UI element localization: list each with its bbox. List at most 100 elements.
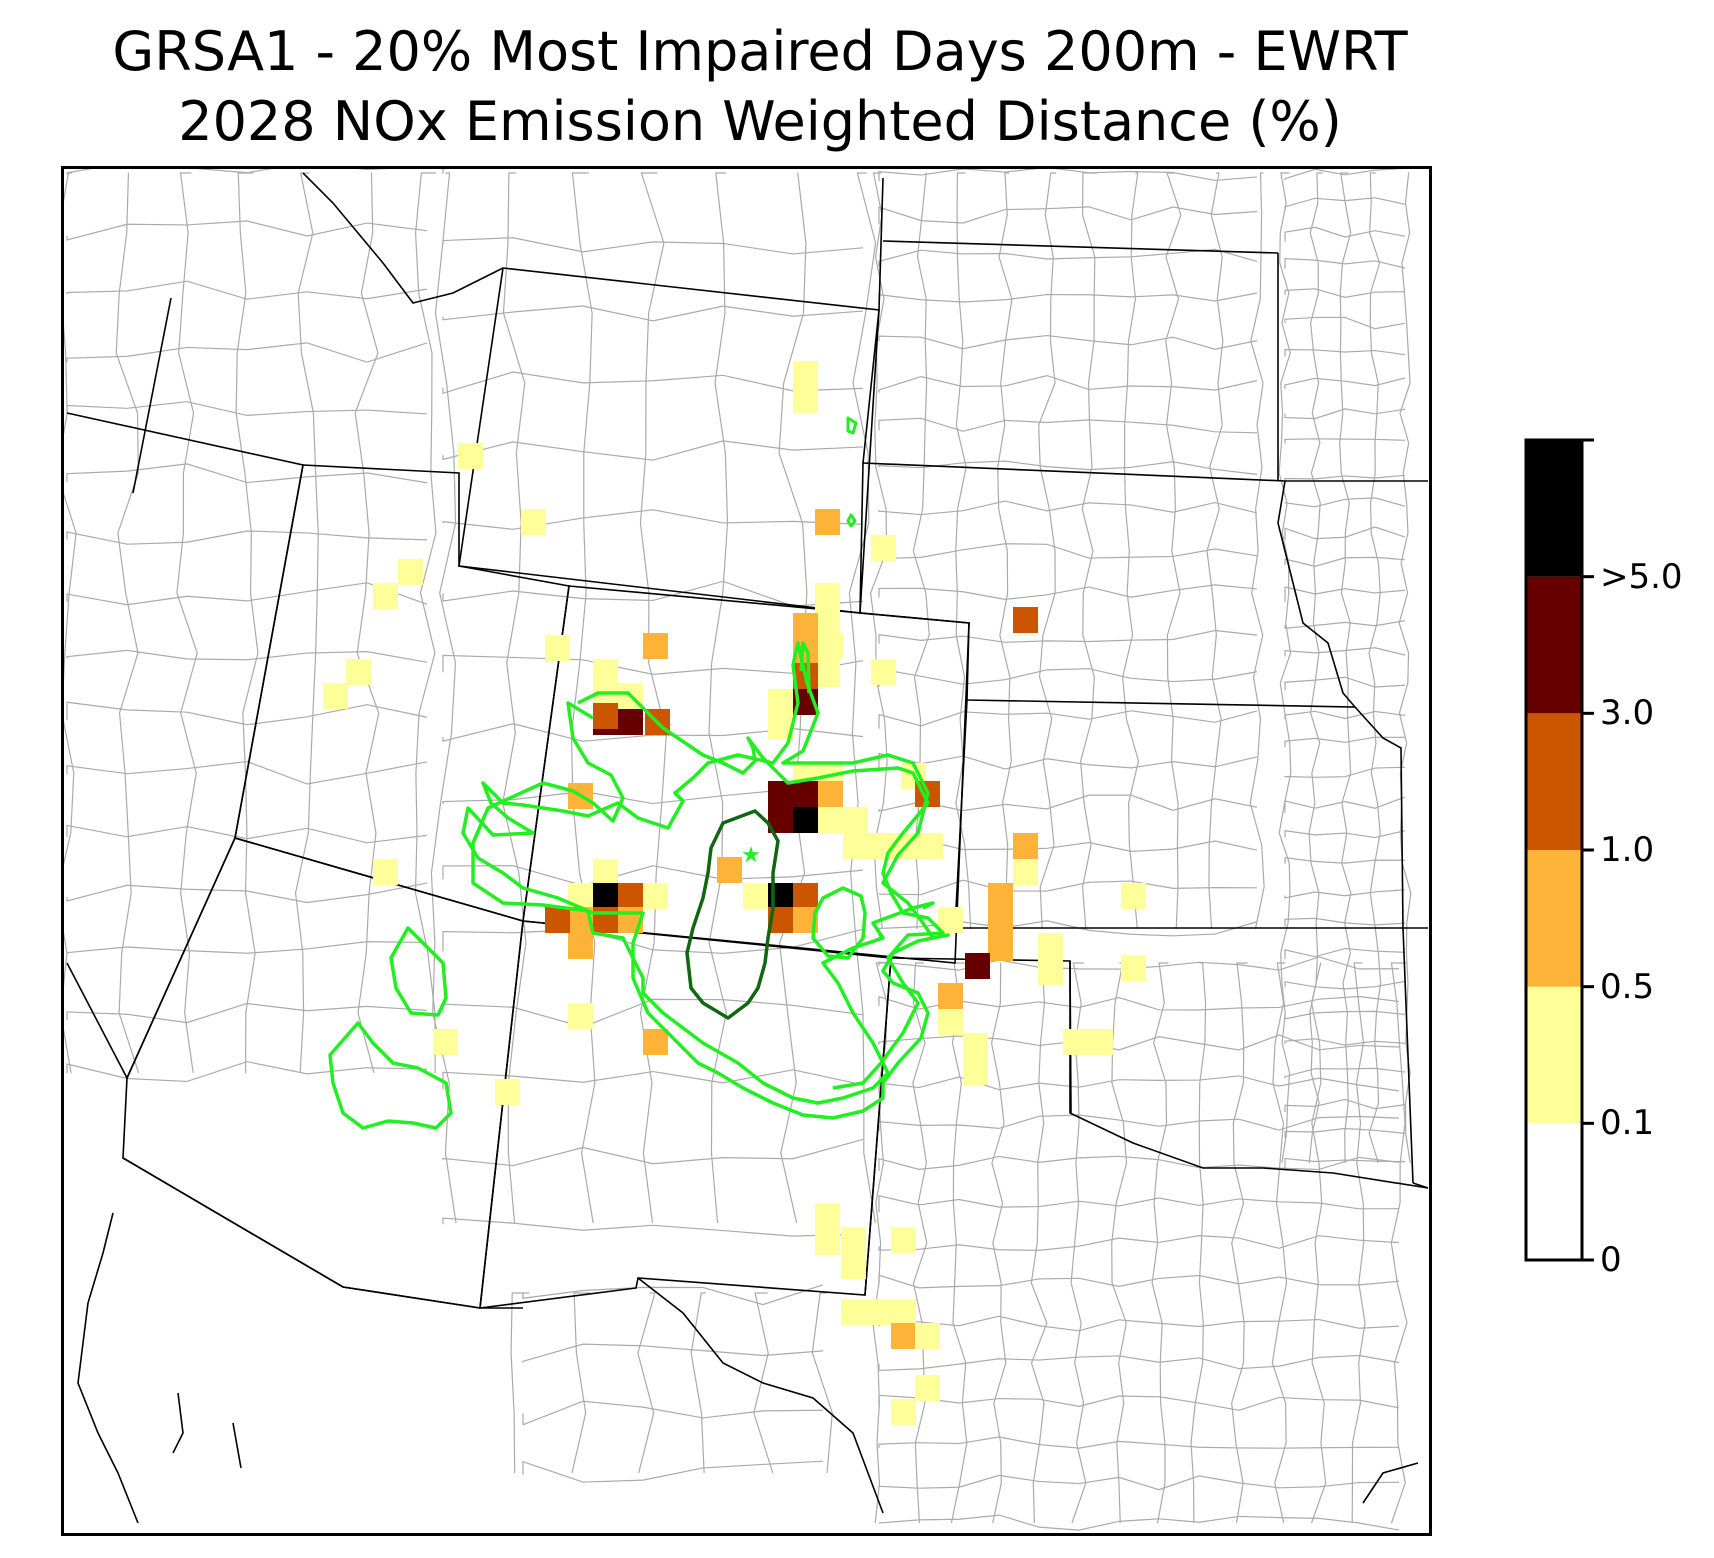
county-line (115, 172, 140, 1074)
emission-cell (593, 659, 618, 685)
county-line (912, 962, 928, 1524)
emission-cell (1013, 859, 1038, 885)
county-line (235, 172, 259, 1074)
county-line (990, 962, 1007, 1524)
emission-cell (871, 659, 896, 685)
emission-cell (545, 635, 570, 661)
county-line (442, 998, 864, 1028)
colorbar-tick-label: 0 (1600, 1240, 1622, 1280)
county-line (955, 172, 972, 930)
colorbar-bin (1526, 1123, 1582, 1260)
emission-cell (818, 807, 843, 833)
emission-cell (568, 1003, 593, 1029)
county-line (1390, 962, 1408, 1524)
county-line (1284, 226, 1406, 242)
emission-cell (793, 361, 818, 413)
emission-cell (938, 1009, 963, 1035)
county-line (1284, 526, 1406, 540)
emission-cell (793, 883, 818, 909)
county-line (878, 1274, 1400, 1289)
county-line (66, 220, 428, 241)
county-line (878, 1034, 1400, 1051)
emission-cell (346, 659, 371, 685)
county-line (870, 172, 888, 930)
colorbar-bin (1526, 850, 1582, 987)
county-line (1284, 796, 1406, 813)
county-line (64, 172, 77, 1074)
county-line (878, 668, 1258, 687)
county-line (1284, 169, 1404, 181)
county-line (66, 649, 428, 663)
county-line (1284, 474, 1406, 483)
county-line (878, 1195, 1400, 1213)
county-line (878, 794, 1258, 813)
emission-cell (841, 1299, 916, 1325)
county-line (1030, 962, 1048, 1524)
county-line (690, 1292, 706, 1474)
colorbar-bin (1526, 440, 1582, 577)
county-line (1284, 497, 1406, 508)
county-line (878, 1155, 1400, 1171)
county-line (1368, 172, 1382, 1164)
county-line (753, 1292, 774, 1474)
county-line (354, 172, 380, 1074)
county-line (1284, 1010, 1406, 1020)
county-line (878, 920, 1258, 938)
county-line (522, 1343, 824, 1363)
coastline-gulf (1362, 1462, 1419, 1504)
county-line (1284, 586, 1406, 603)
county-line (1206, 172, 1224, 930)
county-line (1284, 377, 1406, 390)
county-line (1284, 316, 1406, 330)
county-line (1284, 947, 1406, 960)
county-line (442, 305, 864, 322)
colorbar-bin (1526, 986, 1582, 1124)
county-line (878, 1114, 1400, 1132)
county-line (1249, 172, 1265, 930)
county-line (878, 169, 1258, 182)
county-line (1111, 962, 1128, 1524)
emission-cell (1013, 607, 1038, 633)
emission-cell (373, 583, 398, 609)
county-line (1284, 889, 1406, 899)
county-line (176, 172, 198, 1074)
contour-outer-north (471, 701, 935, 1105)
county-line (878, 1075, 1400, 1093)
county-line (878, 710, 1258, 729)
county-line (510, 1292, 530, 1474)
state-border-montana-north (132, 297, 172, 494)
county-line (878, 500, 1258, 516)
county-line (878, 1235, 1400, 1251)
contour-outer-ring-utah (577, 691, 945, 1090)
county-line (66, 1061, 428, 1083)
county-line (66, 882, 428, 904)
county-line (878, 206, 1258, 225)
county-line (66, 401, 428, 417)
emission-cell (815, 509, 840, 535)
emission-cell (593, 907, 618, 933)
emission-cell (843, 807, 868, 833)
county-line (1190, 962, 1207, 1524)
contour-outer-loop-north1 (846, 416, 858, 435)
county-line (878, 1354, 1400, 1372)
county-line (66, 824, 428, 844)
emission-cell (963, 1033, 988, 1085)
contour-outer-main (461, 641, 950, 1120)
county-line (442, 440, 864, 461)
county-line (878, 417, 1258, 434)
emission-cell (988, 933, 1013, 959)
colorbar-tick-label: 0.1 (1600, 1103, 1655, 1144)
emission-cell (743, 883, 768, 909)
emission-cell (373, 859, 398, 885)
county-line (66, 169, 390, 175)
emission-cell (1038, 933, 1063, 985)
county-line (66, 941, 428, 955)
contour-outer-loop-az1 (389, 926, 448, 1017)
county-line (442, 928, 864, 954)
contour-outer-loop-east (811, 886, 867, 960)
county-line (522, 1460, 824, 1483)
emission-cell (871, 535, 896, 561)
county-line (878, 374, 1258, 393)
county-line (1038, 172, 1057, 930)
county-line (1284, 288, 1406, 299)
